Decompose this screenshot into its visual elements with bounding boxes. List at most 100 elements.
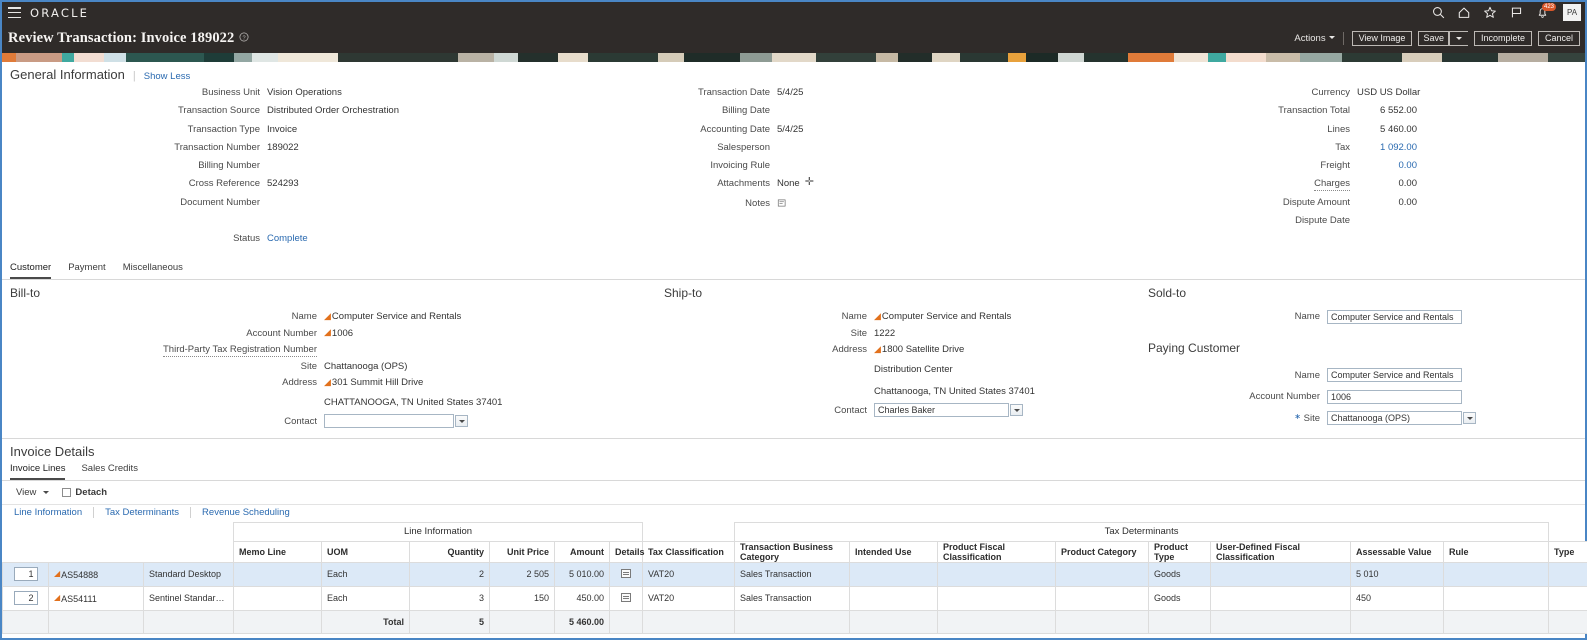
link-tab-tax-determinants[interactable]: Tax Determinants <box>94 506 192 518</box>
divider <box>1342 31 1344 45</box>
invoice-details-title: Invoice Details <box>10 443 95 459</box>
status-badge[interactable]: Complete <box>267 233 308 245</box>
paying-customer-site-input[interactable]: Chattanooga (OPS) <box>1327 411 1462 426</box>
add-attachment-icon[interactable]: ✛ <box>804 176 814 189</box>
header-amount[interactable]: Amount <box>554 540 610 563</box>
field-label: Business Unit <box>201 87 260 98</box>
field-tax-total: Tax 1 092.00 <box>1032 142 1585 160</box>
table-row[interactable]: 2 ◢AS54111 Sentinel Standard Deskto... E… <box>2 585 1587 611</box>
field-value: Distributed Order Orchestration <box>267 105 399 117</box>
notifications-icon[interactable]: 423 <box>1535 2 1556 20</box>
field-label: ∗ Site <box>1294 412 1320 425</box>
bill-to-address-row2: CHATTANOOGA, TN United States 37401 <box>2 391 642 413</box>
header-assessable-value[interactable]: Assessable Value <box>1350 540 1444 563</box>
bill-to-contact-input[interactable] <box>324 414 454 429</box>
details-icon[interactable] <box>621 568 631 578</box>
paying-customer-account-input[interactable]: 1006 <box>1327 389 1462 404</box>
field-label: Currency <box>1311 87 1350 98</box>
cell-line[interactable]: 1 <box>2 561 49 587</box>
general-info-column-left: Business Unit Vision Operations Transact… <box>2 87 472 252</box>
show-less-link[interactable]: Show Less <box>143 71 191 82</box>
chevron-down-icon <box>1328 36 1335 40</box>
field-currency: Currency USD US Dollar <box>1032 87 1585 105</box>
chevron-down-icon[interactable] <box>1463 412 1476 425</box>
sold-to-name-input[interactable]: Computer Service and Rentals <box>1327 309 1462 324</box>
total-label: Total <box>321 609 410 634</box>
header-user-defined-fiscal-classification[interactable]: User-Defined Fiscal Classification <box>1210 540 1351 563</box>
details-icon[interactable] <box>621 592 631 602</box>
header-quantity[interactable]: Quantity <box>409 540 490 563</box>
header-uom[interactable]: UOM <box>321 540 410 563</box>
required-indicator-icon: ◢ <box>874 344 881 355</box>
line-number-input[interactable]: 2 <box>13 591 38 606</box>
header-memo-line[interactable]: Memo Line <box>233 540 322 563</box>
paying-customer-name-input[interactable]: Computer Service and Rentals <box>1327 368 1462 383</box>
cell-amount: 5 010.00 <box>554 561 610 587</box>
detach-button[interactable]: Detach <box>62 487 107 498</box>
header-product-fiscal-classification[interactable]: Product Fiscal Classification <box>937 540 1056 563</box>
page-title-bar: Review Transaction: Invoice 189022 ? Act… <box>2 23 1585 53</box>
tax-amount-link[interactable]: 1 092.00 <box>1380 141 1417 153</box>
field-label: Name <box>1294 311 1320 323</box>
hamburger-icon[interactable] <box>8 7 21 18</box>
header-transaction-business-category[interactable]: Transaction Business Category <box>734 540 850 563</box>
header-product-type[interactable]: Product Type <box>1148 540 1211 563</box>
link-tab-line-information[interactable]: Line Information <box>14 506 95 518</box>
total-description <box>143 609 234 634</box>
view-image-button[interactable]: View Image <box>1351 30 1413 46</box>
tab-sales-credits[interactable]: Sales Credits <box>81 462 138 474</box>
cell-product-fiscal-classification <box>937 585 1056 611</box>
ship-to-contact-input[interactable]: Charles Baker <box>874 403 1009 418</box>
cell-product-type: Goods <box>1148 585 1211 611</box>
field-value: 5 460.00 <box>1380 123 1417 135</box>
cancel-button[interactable]: Cancel <box>1537 30 1580 46</box>
field-cross-reference: Cross Reference 524293 <box>2 178 472 196</box>
save-button[interactable]: Save <box>1418 30 1449 46</box>
chevron-down-icon[interactable] <box>455 415 468 428</box>
cell-line[interactable]: 2 <box>2 585 49 611</box>
search-icon[interactable] <box>1431 6 1445 20</box>
view-menu[interactable]: View <box>16 487 50 498</box>
tab-miscellaneous[interactable]: Miscellaneous <box>122 261 183 273</box>
incomplete-button[interactable]: Incomplete <box>1473 30 1532 46</box>
favorites-icon[interactable] <box>1483 6 1497 20</box>
help-icon[interactable]: ? <box>239 32 249 45</box>
cell-item: ◢AS54111 <box>48 585 144 611</box>
col-item <box>49 522 144 562</box>
save-split-button: Save <box>1418 30 1468 46</box>
tab-invoice-lines[interactable]: Invoice Lines <box>10 463 66 480</box>
field-label: Name <box>841 311 867 323</box>
general-information-header: General Information | Show Less <box>2 62 1585 85</box>
freight-amount-link[interactable]: 0.00 <box>1398 160 1418 172</box>
notification-badge: 423 <box>1541 2 1556 11</box>
home-icon[interactable] <box>1457 6 1471 20</box>
field-value: 5/4/25 <box>777 87 804 98</box>
header-type[interactable]: Type <box>1548 540 1587 563</box>
header-tax-classification[interactable]: Tax Classification <box>642 540 735 563</box>
header-product-category[interactable]: Product Category <box>1055 540 1149 563</box>
total-type <box>1548 609 1587 634</box>
cell-details[interactable] <box>609 585 643 611</box>
actions-menu[interactable]: Actions <box>1294 33 1335 44</box>
cell-details[interactable] <box>609 561 643 587</box>
flag-icon[interactable] <box>1509 6 1523 20</box>
line-number-input[interactable]: 1 <box>13 567 38 582</box>
item-value: AS54111 <box>61 593 97 604</box>
header-details[interactable]: Details <box>609 540 645 563</box>
total-amount: 5 460.00 <box>554 609 610 634</box>
notes-icon[interactable] <box>777 198 787 211</box>
field-label: Address <box>282 377 317 389</box>
link-tab-revenue-scheduling[interactable]: Revenue Scheduling <box>202 506 290 518</box>
avatar[interactable]: PA <box>1563 4 1581 21</box>
tab-payment[interactable]: Payment <box>68 261 106 273</box>
header-rule[interactable]: Rule <box>1442 540 1550 563</box>
detach-label: Detach <box>75 486 108 498</box>
chevron-down-icon <box>1455 36 1462 40</box>
tab-customer[interactable]: Customer <box>10 262 52 279</box>
header-intended-use[interactable]: Intended Use <box>849 540 938 563</box>
header-unit-price[interactable]: Unit Price <box>489 540 555 563</box>
table-row[interactable]: 1 ◢AS54888 Standard Desktop Each 2 2 505… <box>2 561 1587 587</box>
save-dropdown-button[interactable] <box>1448 30 1468 46</box>
chevron-down-icon[interactable] <box>1010 404 1023 417</box>
field-value: Invoice <box>267 123 298 135</box>
